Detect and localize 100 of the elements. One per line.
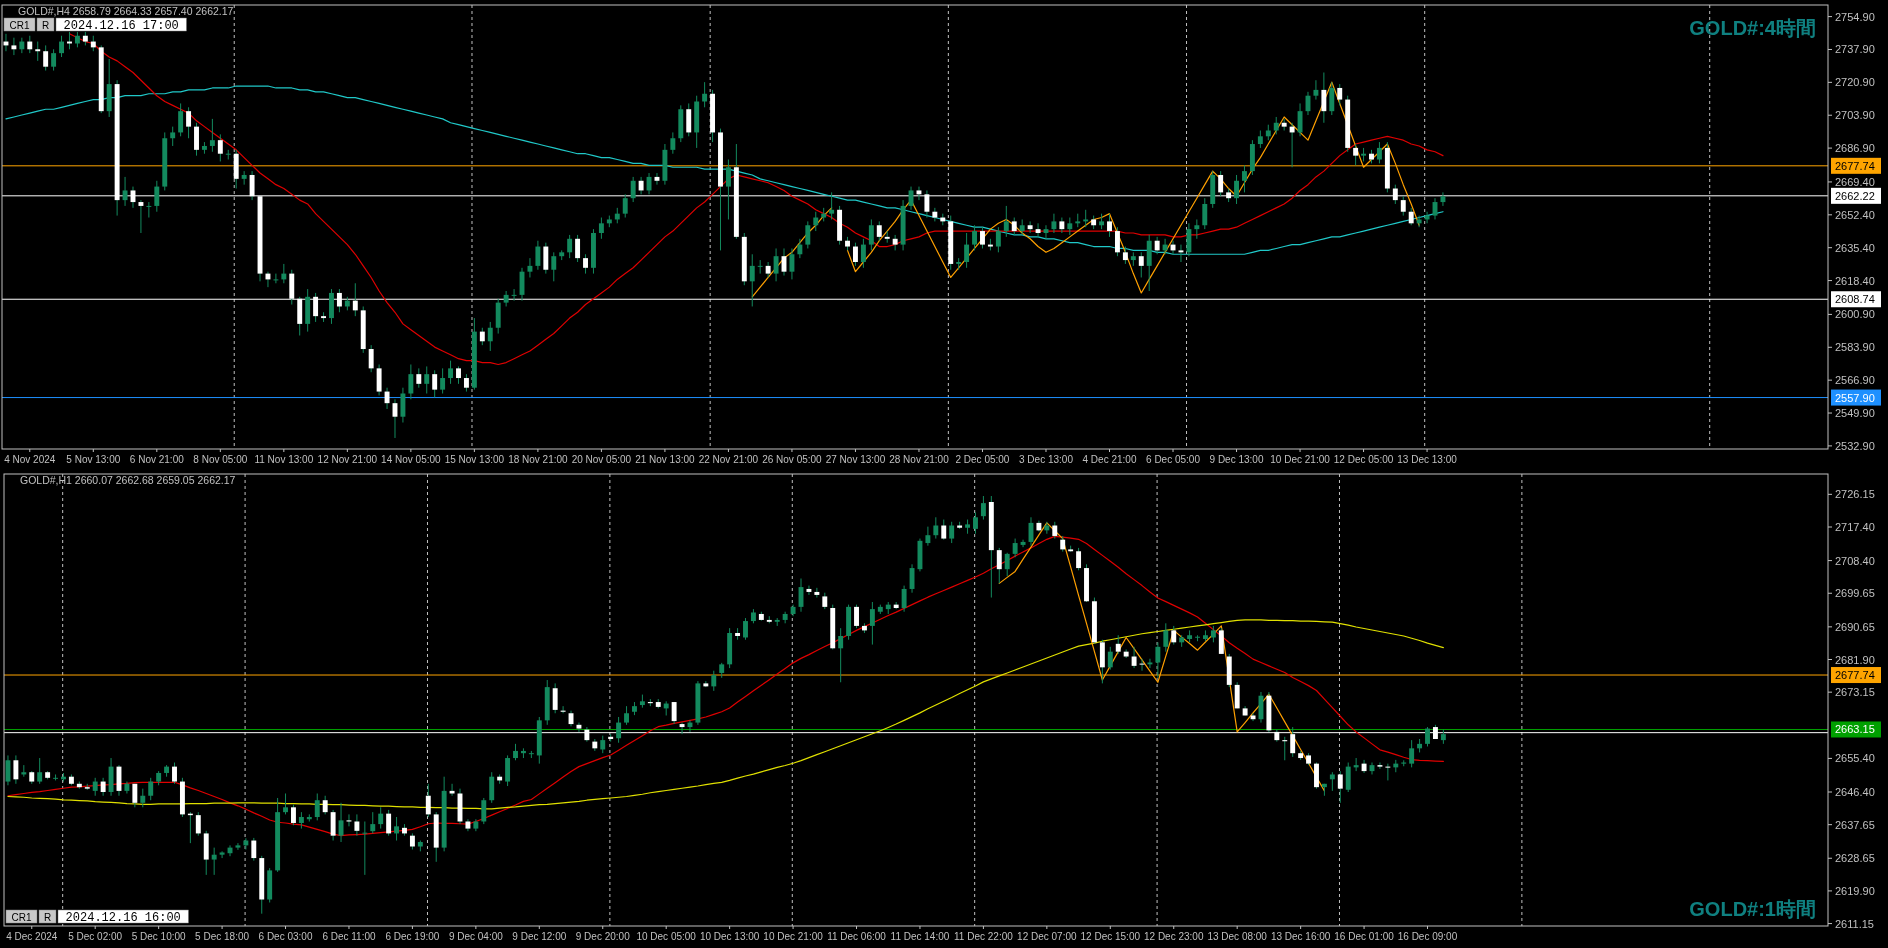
x-tick-label: 4 Dec 21:00: [1082, 454, 1137, 465]
x-tick-label: 11 Dec 14:00: [890, 931, 950, 942]
line-series: [68, 33, 1444, 366]
candlestick: [37, 757, 43, 785]
x-tick-label: 12 Dec 05:00: [1333, 454, 1394, 465]
candlestick: [424, 365, 430, 394]
candlestick: [583, 253, 588, 275]
y-tick-label: 2737.90: [1835, 43, 1875, 56]
y-tick-label: 2637.65: [1835, 818, 1875, 831]
y-tick-label: 2686.90: [1835, 142, 1875, 155]
candlestick: [1178, 244, 1184, 263]
candlestick: [362, 820, 368, 876]
y-tick-label: 2600.90: [1835, 308, 1875, 321]
candlestick: [400, 387, 406, 424]
x-tick-label: 12 Dec 23:00: [1143, 931, 1204, 942]
candlestick: [1218, 627, 1224, 655]
x-tick-label: 6 Dec 05:00: [1146, 454, 1201, 465]
x-tick-label: 5 Dec 02:00: [68, 931, 123, 942]
candlestick: [138, 199, 144, 234]
candlestick: [933, 516, 939, 540]
candlestick: [1250, 712, 1256, 722]
candlestick: [225, 149, 231, 161]
candlestick: [773, 247, 779, 282]
candlestick: [291, 804, 296, 826]
candlestick: [757, 259, 763, 275]
ref-line-label: 2677.74: [1835, 669, 1875, 682]
candlestick: [505, 754, 511, 787]
candlestick: [749, 253, 755, 307]
candlestick: [1440, 191, 1446, 207]
candlestick: [440, 367, 446, 394]
y-tick-label: 2708.40: [1835, 554, 1875, 567]
candlestick: [1234, 681, 1240, 709]
y-tick-label: 2549.90: [1835, 407, 1875, 420]
x-tick-label: 11 Nov 13:00: [254, 454, 314, 465]
y-tick-label: 2566.90: [1835, 374, 1875, 387]
candlestick: [384, 387, 390, 410]
y-tick-label: 2646.40: [1835, 786, 1875, 798]
y-tick-label: 2669.40: [1835, 175, 1875, 188]
candlestick: [322, 795, 328, 815]
candlestick: [1107, 646, 1113, 671]
x-tick-label: 9 Dec 20:00: [575, 931, 631, 942]
candlestick: [251, 837, 257, 862]
candlestick: [1059, 217, 1065, 234]
candlestick: [876, 220, 882, 242]
x-tick-label: 21 Nov 13:00: [635, 454, 696, 465]
candlestick: [598, 217, 604, 240]
candlestick: [925, 526, 931, 547]
candlestick: [235, 842, 241, 851]
candlestick: [1107, 213, 1112, 238]
candlestick: [1020, 539, 1026, 548]
candlestick: [487, 321, 493, 352]
candlestick: [511, 288, 517, 302]
candlestick: [386, 809, 392, 837]
candlestick: [368, 344, 374, 373]
candlestick: [725, 159, 731, 220]
ref-line-label: 2663.15: [1835, 723, 1875, 736]
candlestick: [838, 627, 844, 683]
candlestick: [140, 788, 146, 808]
annotation: R: [43, 911, 52, 923]
candlestick: [370, 811, 376, 834]
x-tick-label: 10 Dec 21:00: [763, 931, 824, 942]
x-tick-label: 15 Nov 13:00: [444, 454, 505, 465]
candlestick: [860, 238, 866, 269]
candlestick: [1154, 236, 1160, 255]
candlestick: [186, 106, 192, 139]
candlestick: [1163, 622, 1169, 653]
candlestick: [551, 251, 557, 282]
annotation: GOLD#:4時間: [1689, 17, 1816, 39]
candlestick: [1345, 762, 1351, 793]
x-tick-label: 9 Dec 13:00: [1209, 454, 1264, 465]
y-tick-label: 2635.40: [1835, 241, 1875, 254]
y-tick-label: 2703.90: [1835, 109, 1875, 122]
candlestick: [829, 191, 835, 220]
candlestick: [1314, 762, 1319, 790]
candlestick: [1004, 552, 1010, 577]
x-tick-label: 6 Dec 11:00: [322, 931, 376, 942]
x-tick-label: 22 Nov 21:00: [698, 454, 759, 465]
candlestick: [1385, 763, 1391, 781]
x-tick-label: 14 Nov 05:00: [381, 454, 442, 465]
candlestick: [43, 44, 49, 72]
candlestick: [59, 35, 64, 58]
candlestick: [11, 37, 17, 56]
candlestick: [195, 811, 201, 837]
x-tick-label: 26 Nov 05:00: [762, 454, 823, 465]
x-tick-label: 20 Nov 05:00: [571, 454, 632, 465]
candlestick: [211, 847, 217, 876]
x-tick-label: 9 Dec 04:00: [448, 931, 504, 942]
candlestick: [806, 585, 812, 596]
candlestick: [972, 224, 977, 251]
annotation: GOLD#:1時間: [1689, 898, 1816, 920]
x-tick-label: 10 Dec 13:00: [699, 931, 760, 942]
x-tick-label: 8 Nov 05:00: [193, 454, 248, 465]
x-tick-label: 3 Dec 13:00: [1019, 454, 1074, 465]
x-tick-label: 13 Dec 13:00: [1397, 454, 1458, 465]
candlestick: [1242, 164, 1247, 193]
annotation: CR1: [11, 911, 32, 923]
candlestick: [813, 211, 819, 232]
candlestick: [869, 601, 875, 646]
candlestick: [408, 363, 414, 400]
candlestick: [901, 585, 907, 613]
